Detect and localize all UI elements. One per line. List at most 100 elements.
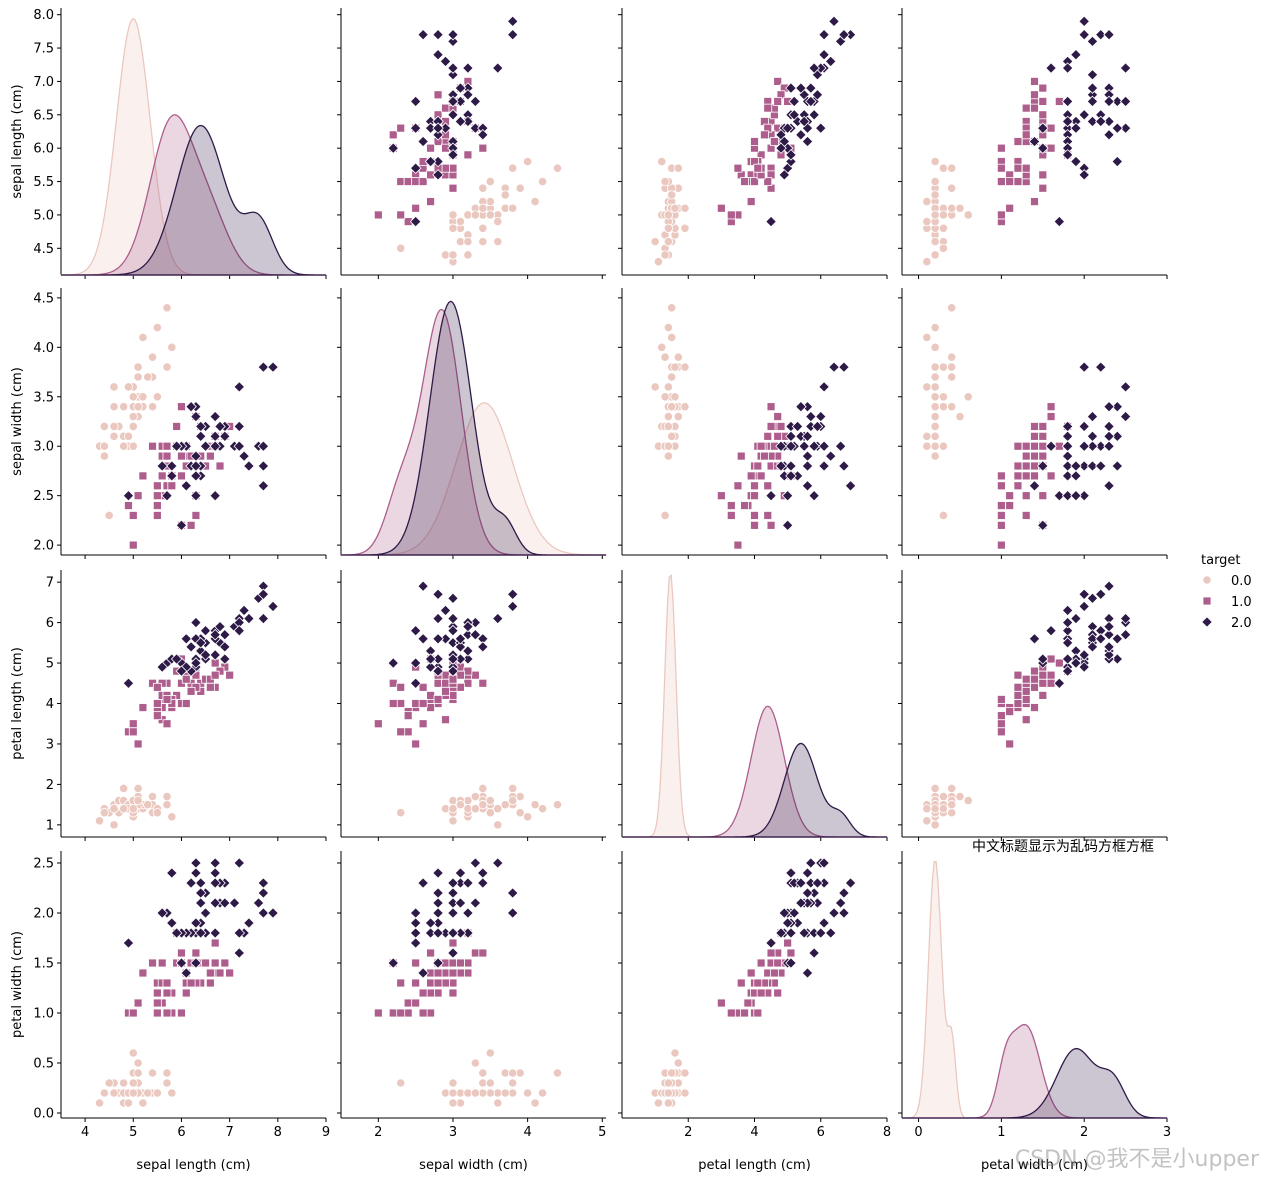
scatter-point-0.0 <box>152 322 162 333</box>
scatter-point-2.0 <box>1078 28 1090 41</box>
scatter-point-0.0 <box>493 804 503 814</box>
scatter-point-2.0 <box>209 649 221 661</box>
scatter-point-1.0 <box>426 988 435 998</box>
scatter-point-1.0 <box>1021 103 1031 113</box>
scatter-point-2.0 <box>454 867 467 879</box>
scatter-point-1.0 <box>1021 451 1031 461</box>
scatter-point-2.0 <box>214 420 226 433</box>
scatter-point-2.0 <box>447 612 459 625</box>
scatter-point-1.0 <box>128 1008 138 1018</box>
scatter-point-1.0 <box>441 686 450 696</box>
scatter-point-0.0 <box>455 217 466 227</box>
scatter-point-1.0 <box>1030 703 1039 712</box>
scatter-point-1.0 <box>426 691 435 700</box>
kde-curve-2.0 <box>341 300 606 556</box>
scatter-point-1.0 <box>152 711 162 721</box>
scatter-point-2.0 <box>161 489 173 502</box>
scatter-point-1.0 <box>1021 511 1031 520</box>
scatter-point-0.0 <box>508 783 518 794</box>
scatter-point-2.0 <box>1061 430 1074 443</box>
scatter-point-0.0 <box>523 156 533 167</box>
scatter-point-0.0 <box>660 510 670 521</box>
scatter-point-1.0 <box>1038 422 1048 431</box>
legend-marker-2.0 <box>1201 616 1213 628</box>
scatter-point-2.0 <box>1070 460 1082 472</box>
scatter-point-0.0 <box>660 176 670 187</box>
scatter-point-1.0 <box>181 699 191 708</box>
scatter-point-1.0 <box>996 143 1006 153</box>
scatter-point-2.0 <box>818 857 830 869</box>
scatter-point-1.0 <box>773 958 783 968</box>
scatter-point-1.0 <box>1030 90 1039 100</box>
scatter-point-1.0 <box>162 451 172 461</box>
scatter-point-0.0 <box>123 382 134 392</box>
x-tick-label: 8 <box>274 1125 282 1140</box>
scatter-point-0.0 <box>133 783 143 794</box>
scatter-point-0.0 <box>930 392 940 402</box>
scatter-point-0.0 <box>500 1088 510 1098</box>
subplot-r2-c0: 1 2 3 4 5 6 7 petal length (cm) <box>10 570 327 841</box>
scatter-point-1.0 <box>177 1008 186 1018</box>
scatter-point-0.0 <box>508 1068 518 1078</box>
scatter-point-2.0 <box>238 604 250 617</box>
scatter-point-2.0 <box>447 624 459 637</box>
scatter-point-2.0 <box>170 440 183 452</box>
scatter-point-0.0 <box>478 223 488 233</box>
scatter-point-2.0 <box>1094 361 1107 373</box>
scatter-point-0.0 <box>680 402 690 412</box>
scatter-point-0.0 <box>930 237 940 247</box>
scatter-point-0.0 <box>478 183 488 193</box>
scatter-point-1.0 <box>996 163 1006 173</box>
scatter-point-0.0 <box>162 362 172 372</box>
scatter-point-0.0 <box>485 210 495 220</box>
scatter-point-1.0 <box>456 968 465 978</box>
scatter-point-0.0 <box>104 1078 114 1088</box>
scatter-point-2.0 <box>199 440 212 452</box>
scatter-point-0.0 <box>99 808 109 818</box>
scatter-point-1.0 <box>1046 402 1056 412</box>
scatter-point-0.0 <box>552 1068 563 1078</box>
scatter-point-2.0 <box>190 460 202 472</box>
scatter-point-2.0 <box>808 947 820 959</box>
scatter-point-2.0 <box>834 897 847 909</box>
scatter-point-1.0 <box>403 998 413 1008</box>
scatter-point-2.0 <box>409 927 422 939</box>
y-tick-label: 6.5 <box>33 108 54 123</box>
scatter-point-0.0 <box>922 196 932 207</box>
scatter-point-2.0 <box>1061 665 1074 677</box>
scatter-point-1.0 <box>1013 441 1023 451</box>
scatter-point-0.0 <box>938 804 949 814</box>
scatter-point-0.0 <box>667 190 677 200</box>
scatter-point-2.0 <box>447 887 459 899</box>
scatter-point-1.0 <box>133 998 143 1008</box>
scatter-point-1.0 <box>1030 197 1039 206</box>
scatter-point-1.0 <box>433 695 443 704</box>
x-tick-label: 4 <box>523 1125 531 1140</box>
scatter-point-1.0 <box>138 471 148 481</box>
scatter-point-1.0 <box>133 491 143 501</box>
y-axis-title: petal length (cm) <box>10 647 25 760</box>
scatter-point-0.0 <box>448 1078 458 1088</box>
scatter-point-2.0 <box>1070 489 1082 502</box>
scatter-point-0.0 <box>152 392 162 402</box>
scatter-point-2.0 <box>180 633 193 645</box>
scatter-point-0.0 <box>119 402 129 412</box>
scatter-point-2.0 <box>1103 28 1115 41</box>
scatter-point-2.0 <box>454 641 467 653</box>
y-tick-label: 5.5 <box>33 175 54 190</box>
scatter-point-1.0 <box>1013 682 1023 692</box>
scatter-point-2.0 <box>190 489 202 502</box>
scatter-point-1.0 <box>1013 481 1023 491</box>
scatter-point-0.0 <box>448 250 458 260</box>
scatter-point-2.0 <box>1053 215 1066 228</box>
scatter-point-0.0 <box>537 804 548 814</box>
scatter-point-1.0 <box>411 958 421 968</box>
scatter-point-2.0 <box>194 887 207 899</box>
scatter-point-2.0 <box>432 633 444 645</box>
scatter-point-1.0 <box>418 682 428 692</box>
subplot-r1-c2 <box>618 288 888 559</box>
scatter-point-1.0 <box>996 520 1006 530</box>
scatter-point-2.0 <box>233 947 246 959</box>
scatter-point-0.0 <box>955 203 965 213</box>
scatter-point-1.0 <box>1030 431 1039 441</box>
